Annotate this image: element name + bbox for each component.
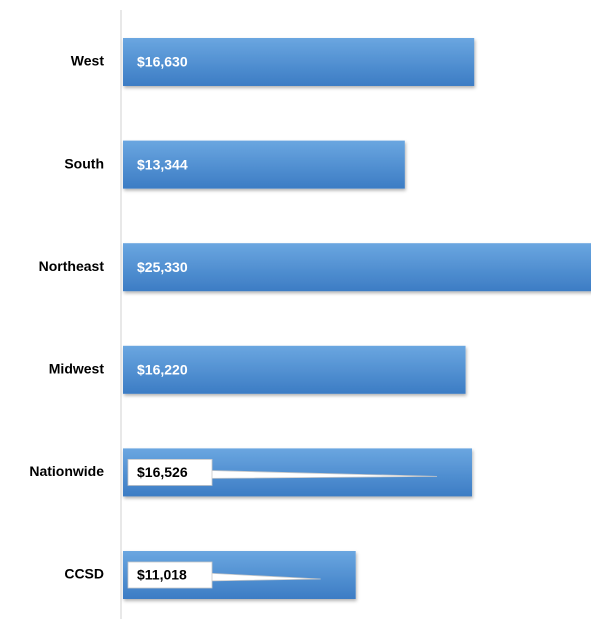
bar	[123, 345, 466, 394]
callout-box	[127, 458, 213, 486]
data-label: $16,630	[137, 54, 188, 70]
data-label: $13,344	[137, 156, 188, 172]
data-label: $11,018	[137, 567, 187, 583]
category-label: Northeast	[39, 258, 105, 274]
category-label: Midwest	[49, 361, 105, 377]
category-label: West	[71, 53, 105, 69]
callout-box	[127, 561, 213, 589]
category-label: CCSD	[64, 566, 104, 582]
data-label: $16,526	[137, 464, 188, 480]
category-label: Nationwide	[29, 463, 104, 479]
data-label: $16,220	[137, 362, 188, 378]
data-label: $25,330	[137, 259, 188, 275]
category-label: South	[64, 155, 104, 171]
bar	[123, 140, 405, 189]
bar	[123, 38, 475, 86]
bar	[123, 243, 591, 292]
